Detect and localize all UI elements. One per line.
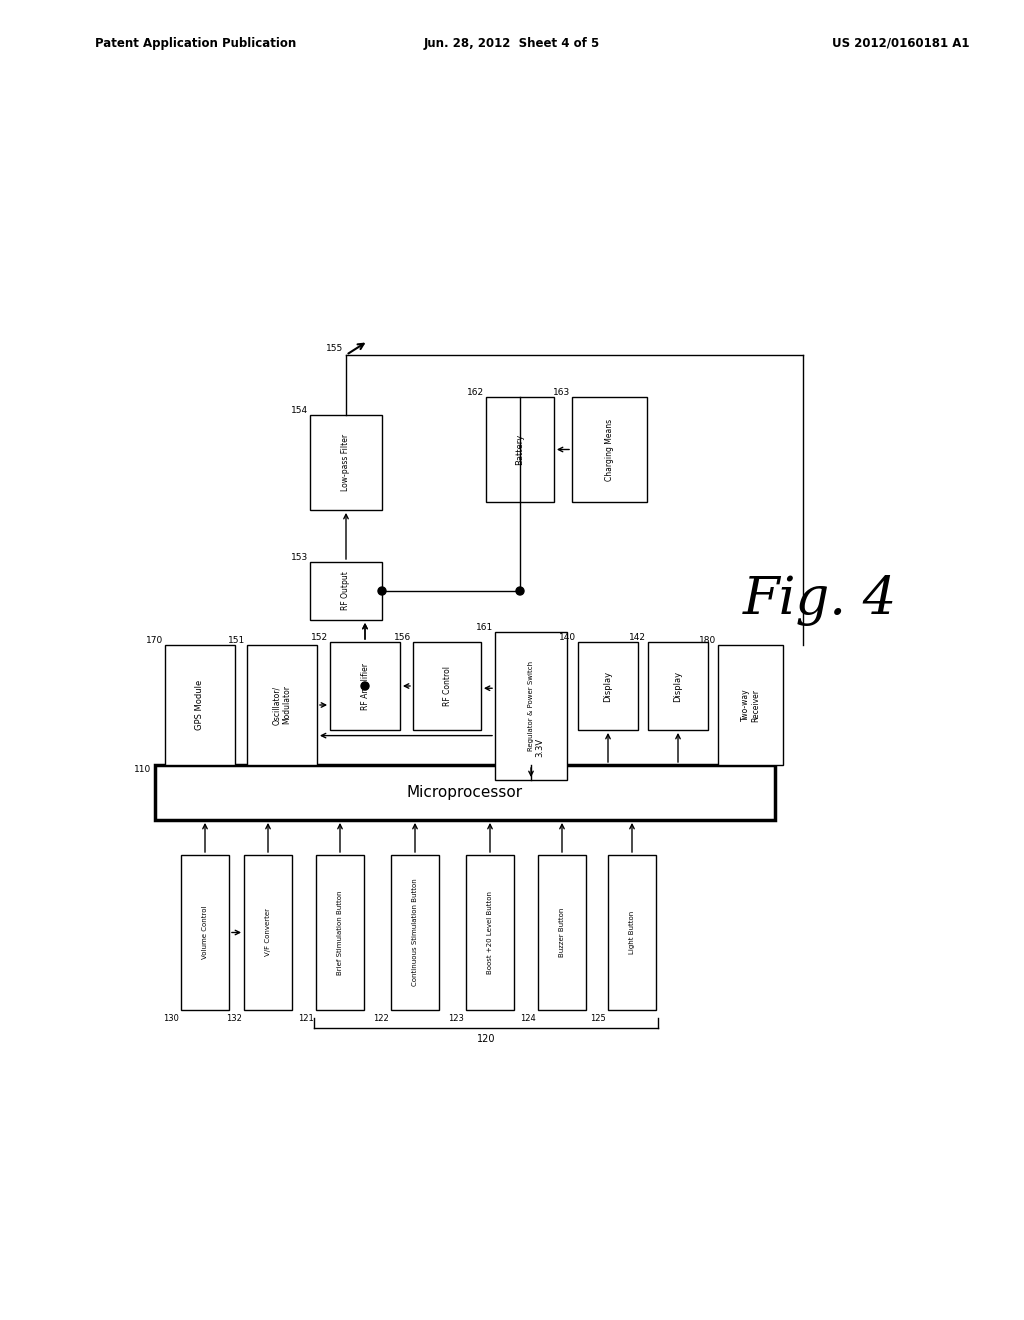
Text: 170: 170 <box>145 636 163 645</box>
Text: Jun. 28, 2012  Sheet 4 of 5: Jun. 28, 2012 Sheet 4 of 5 <box>424 37 600 50</box>
Bar <box>648 642 708 730</box>
Text: 161: 161 <box>476 623 493 632</box>
Text: Battery: Battery <box>515 434 524 465</box>
Bar <box>330 642 400 730</box>
Text: Low-pass Filter: Low-pass Filter <box>341 434 350 491</box>
Text: 151: 151 <box>227 636 245 645</box>
Bar <box>578 642 638 730</box>
Text: 120: 120 <box>477 1034 496 1044</box>
Bar <box>310 562 382 620</box>
Text: Display: Display <box>674 671 683 701</box>
Text: 121: 121 <box>298 1014 314 1023</box>
Text: 153: 153 <box>291 553 308 562</box>
Text: 154: 154 <box>291 407 308 414</box>
Text: RF Output: RF Output <box>341 572 350 610</box>
Text: 3.3V: 3.3V <box>535 738 544 756</box>
Bar <box>316 855 364 1010</box>
Text: Fig. 4: Fig. 4 <box>742 574 897 626</box>
Bar <box>391 855 439 1010</box>
Text: 125: 125 <box>590 1014 606 1023</box>
Text: RF Amplifier: RF Amplifier <box>360 663 370 710</box>
Circle shape <box>361 682 369 690</box>
Text: 142: 142 <box>629 634 646 642</box>
Bar <box>608 855 656 1010</box>
Text: Charging Means: Charging Means <box>605 418 614 480</box>
Text: Patent Application Publication: Patent Application Publication <box>95 37 296 50</box>
Text: 152: 152 <box>311 634 328 642</box>
Bar <box>538 855 586 1010</box>
Bar <box>486 397 554 502</box>
Text: 130: 130 <box>163 1014 179 1023</box>
Text: 132: 132 <box>226 1014 242 1023</box>
Bar <box>165 645 234 766</box>
Bar <box>572 397 647 502</box>
Text: Display: Display <box>603 671 612 701</box>
Bar <box>310 414 382 510</box>
Text: RF Control: RF Control <box>442 667 452 706</box>
Text: 124: 124 <box>520 1014 536 1023</box>
Bar <box>155 766 775 820</box>
Text: 155: 155 <box>326 345 343 352</box>
Text: Boost +20 Level Button: Boost +20 Level Button <box>487 891 493 974</box>
Bar <box>466 855 514 1010</box>
Bar <box>244 855 292 1010</box>
Bar <box>247 645 317 766</box>
Text: Light Button: Light Button <box>629 911 635 954</box>
Bar <box>181 855 229 1010</box>
Text: 156: 156 <box>394 634 411 642</box>
Bar <box>718 645 783 766</box>
Text: 162: 162 <box>467 388 484 397</box>
Text: 110: 110 <box>134 766 151 774</box>
Text: Brief Stimulation Button: Brief Stimulation Button <box>337 890 343 974</box>
Circle shape <box>378 587 386 595</box>
Text: Volume Control: Volume Control <box>202 906 208 960</box>
Text: Regulator & Power Switch: Regulator & Power Switch <box>528 661 534 751</box>
Bar <box>495 632 567 780</box>
Text: Oscillator/
Modulator: Oscillator/ Modulator <box>272 685 292 725</box>
Text: US 2012/0160181 A1: US 2012/0160181 A1 <box>833 37 970 50</box>
Text: Microprocessor: Microprocessor <box>407 785 523 800</box>
Text: 140: 140 <box>559 634 575 642</box>
Text: 122: 122 <box>374 1014 389 1023</box>
Text: Continuous Stimulation Button: Continuous Stimulation Button <box>412 879 418 986</box>
Text: 123: 123 <box>449 1014 464 1023</box>
Text: 163: 163 <box>553 388 570 397</box>
Bar <box>413 642 481 730</box>
Text: Two-way
Receiver: Two-way Receiver <box>740 689 760 722</box>
Text: V/F Converter: V/F Converter <box>265 908 271 957</box>
Text: Buzzer Button: Buzzer Button <box>559 908 565 957</box>
Text: 180: 180 <box>698 636 716 645</box>
Circle shape <box>516 587 524 595</box>
Text: GPS Module: GPS Module <box>196 680 205 730</box>
